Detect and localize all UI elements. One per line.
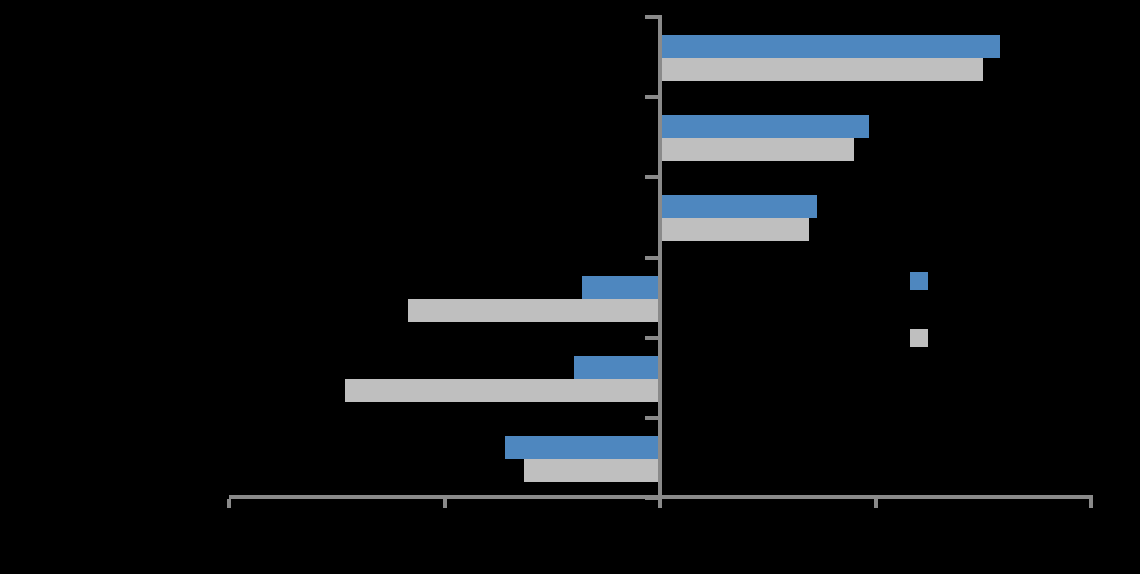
legend-swatch-gray	[910, 329, 928, 347]
bar-gray-category-6	[524, 459, 658, 482]
bar-gray-category-1	[662, 58, 984, 81]
bar-blue-category-2	[662, 115, 870, 139]
y-axis-tick	[645, 175, 658, 180]
bar-blue-category-6	[504, 436, 658, 459]
bar-gray-category-5	[345, 378, 658, 402]
y-axis-tick	[645, 255, 658, 260]
x-axis-tick	[1089, 499, 1093, 508]
bar-blue-category-1	[662, 35, 1001, 58]
y-axis-tick	[645, 15, 658, 19]
bar-blue-category-5	[573, 355, 658, 379]
y-axis-tick	[645, 416, 658, 420]
y-axis-tick	[645, 335, 658, 340]
bar-gray-category-2	[662, 138, 854, 162]
x-axis-tick	[227, 499, 231, 508]
y-axis-line	[658, 15, 662, 499]
y-axis-tick	[645, 95, 658, 100]
bar-gray-category-3	[662, 218, 809, 242]
x-axis-tick	[658, 499, 662, 508]
legend-swatch-blue	[910, 272, 928, 290]
x-axis-line	[229, 495, 1093, 499]
bar-gray-category-4	[407, 298, 658, 322]
bar-blue-category-4	[582, 275, 658, 299]
x-axis-tick	[442, 499, 447, 508]
bar-blue-category-3	[662, 195, 818, 219]
x-axis-tick	[873, 499, 878, 508]
